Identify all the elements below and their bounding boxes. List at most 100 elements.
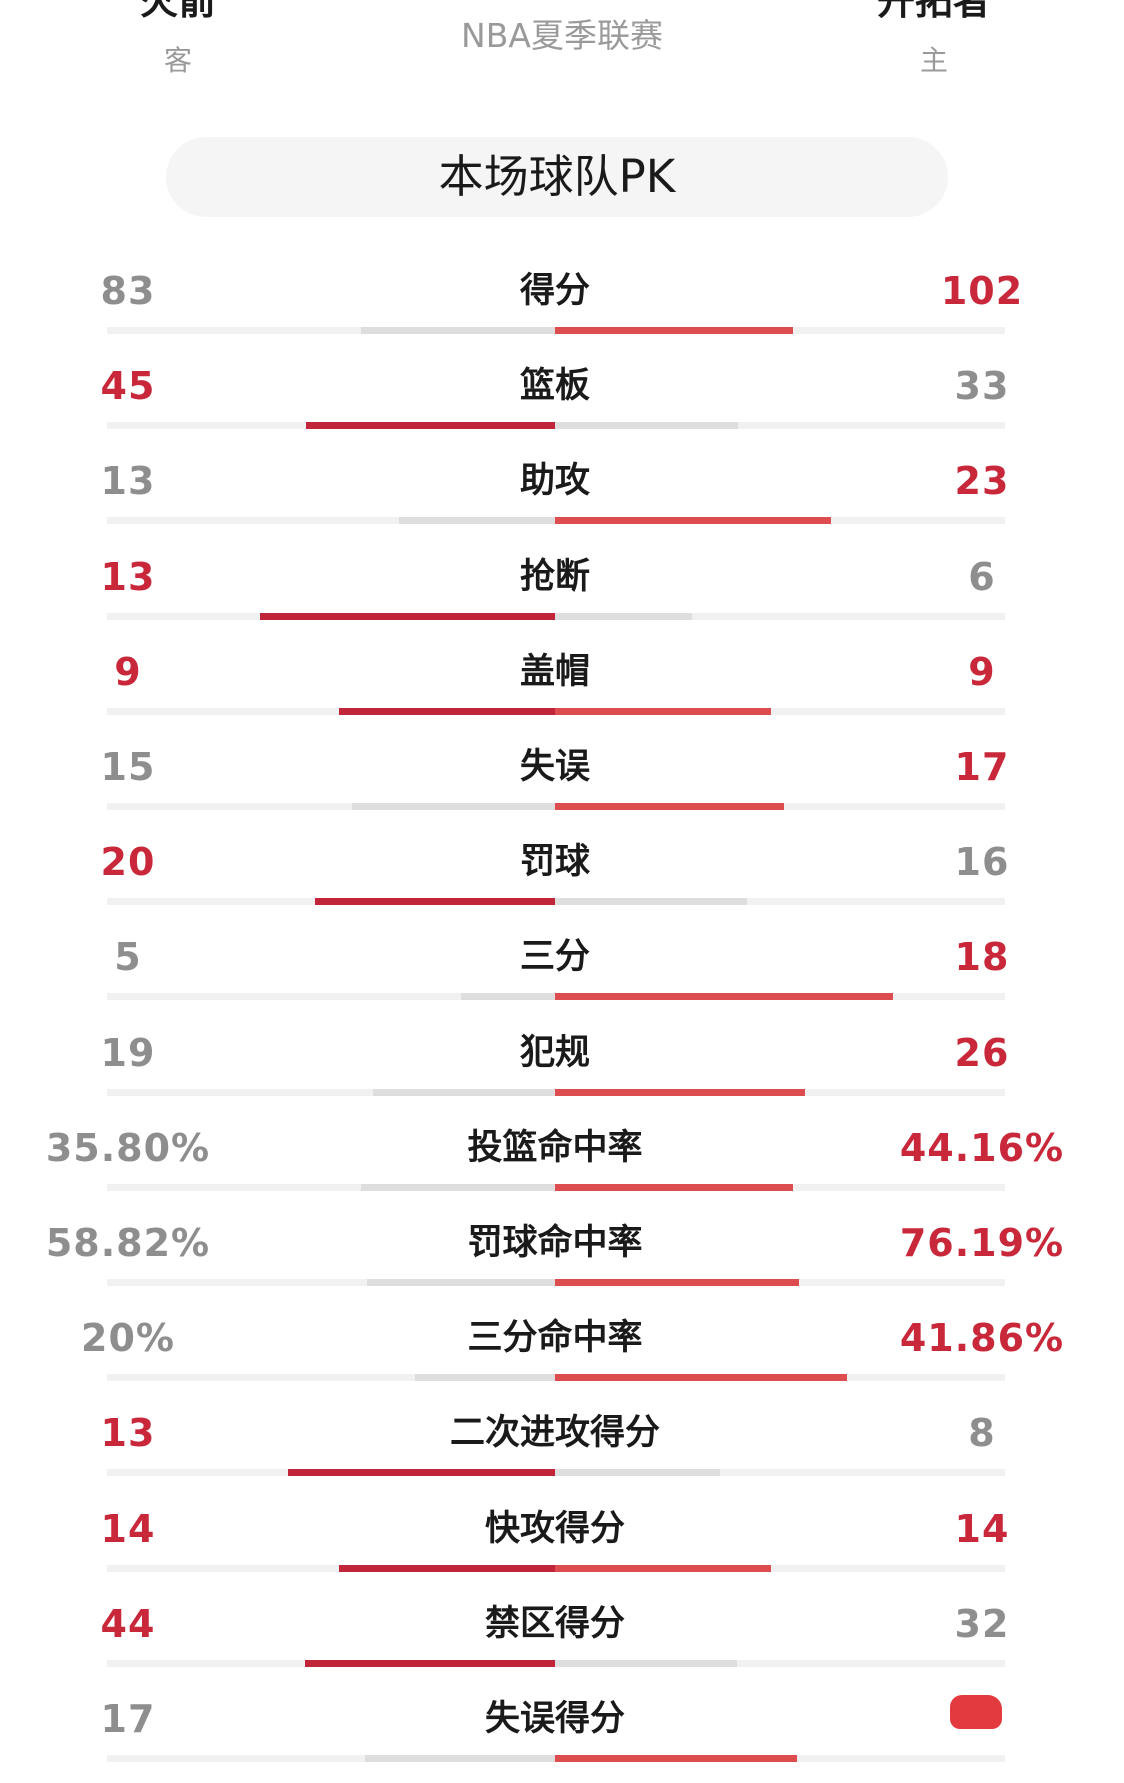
home-bar (555, 1279, 799, 1286)
away-bar (339, 707, 555, 715)
stat-row: 13 抢断 6 (0, 549, 1124, 644)
away-bar (352, 803, 555, 810)
home-value: 102 (940, 269, 1024, 313)
away-bar (315, 898, 555, 906)
away-value: 35.80% (45, 1125, 211, 1170)
stat-label: 篮板 (519, 366, 590, 407)
stat-row: 58.82% 罚球命中率 76.19% (0, 1215, 1124, 1310)
away-bar (415, 1374, 555, 1382)
stat-row: 17 失误得分 (0, 1691, 1124, 1783)
away-value: 19 (100, 1030, 156, 1075)
away-bar (305, 1659, 555, 1667)
home-value: 9 (968, 649, 996, 694)
home-bar (555, 1659, 737, 1667)
home-bar (555, 1088, 805, 1096)
away-bar (306, 422, 555, 430)
home-bar (555, 1564, 771, 1572)
home-value: 18 (954, 935, 1010, 980)
home-value: 41.86% (899, 1316, 1065, 1361)
stat-row: 20% 三分命中率 41.86% (0, 1310, 1124, 1405)
stat-label: 快攻得分 (484, 1508, 625, 1549)
home-value: 32 (954, 1601, 1010, 1646)
stat-row: 13 二次进攻得分 8 (0, 1405, 1124, 1500)
away-value: 17 (100, 1697, 156, 1741)
home-value: 33 (954, 364, 1010, 409)
away-value: 20% (81, 1316, 175, 1361)
away-value: 83 (100, 269, 156, 313)
home-value: 23 (954, 459, 1010, 504)
section-title: 本场球队PK (166, 137, 948, 217)
stat-label: 投篮命中率 (467, 1127, 643, 1168)
away-bar (339, 1564, 555, 1572)
away-bar (288, 1469, 555, 1477)
home-bar (555, 993, 893, 1001)
away-team-side: 客 (163, 44, 192, 77)
stat-label: 助攻 (519, 461, 590, 502)
home-value: 26 (954, 1030, 1010, 1075)
home-bar (555, 1374, 847, 1382)
home-team-side: 主 (919, 44, 948, 77)
stat-row: 44 禁区得分 32 (0, 1596, 1124, 1691)
stat-label: 二次进攻得分 (449, 1413, 660, 1454)
home-team-name: 开拓者 (876, 0, 991, 23)
home-bar (555, 517, 831, 525)
stat-label: 得分 (519, 271, 590, 311)
stat-row: 19 犯规 26 (0, 1025, 1124, 1120)
home-bar (555, 612, 692, 620)
away-value: 13 (100, 459, 156, 504)
home-value: 8 (968, 1411, 996, 1456)
stat-row: 45 篮板 33 (0, 358, 1124, 453)
home-bar (555, 327, 793, 334)
stat-label: 失误得分 (484, 1699, 625, 1739)
league-name: NBA夏季联赛 (461, 16, 663, 55)
away-value: 13 (100, 554, 156, 599)
away-value: 9 (114, 649, 142, 694)
away-bar (399, 517, 555, 525)
away-value: 15 (100, 745, 156, 789)
home-bar (555, 803, 784, 810)
home-value: 14 (954, 1506, 1010, 1551)
home-value: 16 (954, 840, 1010, 885)
stat-label: 罚球 (519, 842, 590, 883)
stat-row: 9 盖帽 9 (0, 644, 1124, 739)
stat-row: 20 罚球 16 (0, 834, 1124, 929)
home-value: 44.16% (899, 1125, 1065, 1170)
away-bar (365, 1755, 555, 1762)
away-bar (361, 327, 555, 334)
stat-label: 禁区得分 (484, 1603, 625, 1644)
red-blot (950, 1695, 1002, 1729)
stat-row: 14 快攻得分 14 (0, 1501, 1124, 1596)
stat-label: 三分命中率 (467, 1318, 643, 1359)
stat-row: 15 失误 17 (0, 739, 1124, 834)
home-value: 6 (968, 554, 996, 599)
away-value: 45 (100, 364, 156, 409)
away-bar (260, 612, 555, 620)
away-value: 44 (100, 1601, 156, 1646)
stat-row: 13 助攻 23 (0, 453, 1124, 548)
away-value: 5 (114, 935, 142, 980)
away-value: 13 (100, 1411, 156, 1456)
stat-label: 犯规 (519, 1032, 590, 1073)
stat-label: 抢断 (519, 556, 590, 597)
stat-label: 三分 (519, 937, 590, 978)
home-bar (555, 1183, 793, 1191)
stat-label: 失误 (519, 747, 590, 787)
stat-label: 罚球命中率 (467, 1223, 643, 1263)
away-bar (373, 1088, 555, 1096)
away-team-name: 火箭 (139, 0, 216, 23)
home-value: 17 (954, 745, 1010, 789)
away-bar (367, 1279, 555, 1286)
home-bar (555, 1469, 720, 1477)
stat-row: 5 三分 18 (0, 929, 1124, 1024)
home-value: 76.19% (899, 1221, 1065, 1265)
home-bar (555, 1755, 797, 1762)
away-value: 20 (100, 840, 156, 885)
away-value: 14 (100, 1506, 156, 1551)
home-bar (555, 422, 738, 430)
away-bar (361, 1183, 555, 1191)
away-value: 58.82% (45, 1221, 211, 1265)
stat-label: 盖帽 (519, 651, 590, 692)
stat-row: 83 得分 102 (0, 263, 1124, 358)
home-bar (555, 898, 747, 906)
